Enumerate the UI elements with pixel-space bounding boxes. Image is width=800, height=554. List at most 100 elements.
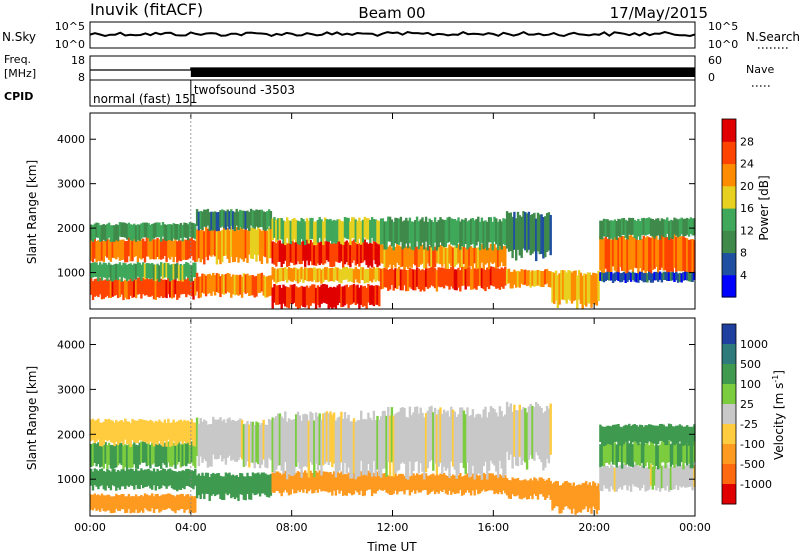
data-band-cell (293, 472, 296, 494)
data-band-cell (138, 419, 141, 441)
nsky-label: N.Sky (2, 30, 36, 44)
data-band-cell (152, 468, 156, 486)
freq-panel: Freq. [MHz] 18 8 60 0 Nave (4, 53, 774, 87)
data-band-cell (161, 468, 165, 486)
colorbar-swatch (722, 252, 736, 276)
data-band-cell (246, 210, 249, 229)
data-band-cell (376, 267, 379, 281)
data-band-cell (673, 234, 676, 268)
data-band-cell (617, 272, 620, 281)
data-band-cell (188, 442, 192, 464)
colorbar-swatch (722, 274, 736, 298)
data-band-cell (327, 219, 330, 242)
data-band-cell (437, 267, 440, 287)
data-band-cell (442, 244, 446, 265)
data-band-cell (99, 262, 102, 277)
data-band-cell (592, 481, 595, 507)
data-band-cell (143, 278, 147, 296)
data-band-cell (295, 241, 298, 265)
data-band-cell (619, 441, 622, 463)
data-band-cell (154, 239, 157, 260)
data-band-cell (125, 280, 129, 300)
data-band-cell (524, 408, 527, 463)
data-band-cell (334, 267, 338, 280)
colorbar-tick-label: 24 (740, 158, 754, 171)
data-band-cell (480, 243, 484, 263)
data-band-cell (217, 212, 220, 231)
data-band-cell (174, 445, 177, 469)
data-band-cell (91, 225, 95, 242)
data-band-cell (113, 444, 116, 469)
data-band-cell (91, 418, 95, 440)
data-band-cell (689, 464, 692, 487)
data-band-cell (369, 267, 372, 281)
data-band-cell (145, 443, 148, 467)
colorbar-swatch (722, 364, 736, 385)
data-band-cell (579, 484, 583, 513)
data-band-cell (320, 219, 323, 242)
data-band-cell (381, 268, 385, 289)
data-band-cell (651, 219, 654, 237)
data-band-cell (208, 212, 211, 231)
data-band-cell (352, 269, 356, 284)
data-band-cell (190, 237, 193, 257)
data-band-cell (120, 442, 123, 466)
data-band-cell (626, 220, 629, 240)
data-band-cell (104, 495, 107, 512)
data-band-cell (349, 268, 352, 282)
data-band-cell (448, 244, 451, 264)
data-band-cell (401, 246, 404, 267)
data-band-cell (275, 243, 278, 267)
data-band-cell (286, 268, 289, 283)
data-band-cell (410, 415, 413, 476)
data-band-cell (655, 443, 658, 467)
data-band-cell (507, 212, 511, 252)
data-band-cell (170, 224, 174, 241)
data-band-cell (565, 272, 568, 304)
data-band-cell (323, 241, 327, 264)
data-band-cell (597, 271, 600, 302)
data-band-cell (276, 240, 280, 262)
data-band-cell (188, 222, 192, 237)
data-band-cell (369, 470, 372, 490)
data-band-cell (142, 441, 145, 463)
data-band-cell (176, 442, 179, 465)
data-band-cell (565, 480, 568, 506)
data-band-cell (657, 465, 660, 488)
data-band-cell (547, 271, 551, 287)
data-band-cell (599, 220, 602, 240)
data-band-cell (403, 475, 406, 495)
data-band-cell (525, 213, 529, 253)
data-band-cell (635, 220, 638, 240)
data-band-cell (428, 218, 431, 245)
data-band-cell (124, 222, 127, 238)
data-band-cell (195, 475, 199, 499)
data-band-cell (397, 411, 401, 470)
data-band-cell (273, 418, 276, 474)
data-band-cell (432, 222, 435, 251)
data-band-cell (167, 224, 170, 241)
data-band-cell (113, 469, 116, 487)
data-band-cell (329, 218, 332, 241)
data-band-cell (576, 485, 579, 513)
data-band-cell (174, 237, 177, 257)
data-band-cell (642, 217, 645, 235)
data-band-cell (286, 421, 289, 480)
data-band-cell (495, 247, 498, 269)
data-band-cell (502, 473, 505, 491)
data-band-cell (629, 426, 633, 445)
data-band-cell (149, 419, 152, 442)
data-band-cell (266, 276, 269, 298)
data-band-cell (687, 240, 691, 278)
data-band-cell (349, 473, 352, 494)
data-band-cell (388, 415, 392, 477)
data-band-cell (430, 266, 433, 286)
data-band-cell (667, 423, 671, 441)
data-band-cell (183, 443, 186, 466)
data-band-cell (230, 209, 233, 227)
data-band-cell (298, 241, 301, 265)
data-band-cell (455, 417, 458, 479)
colorbar-swatch (722, 230, 736, 254)
data-band-cell (360, 471, 363, 491)
data-band-cell (502, 218, 505, 245)
